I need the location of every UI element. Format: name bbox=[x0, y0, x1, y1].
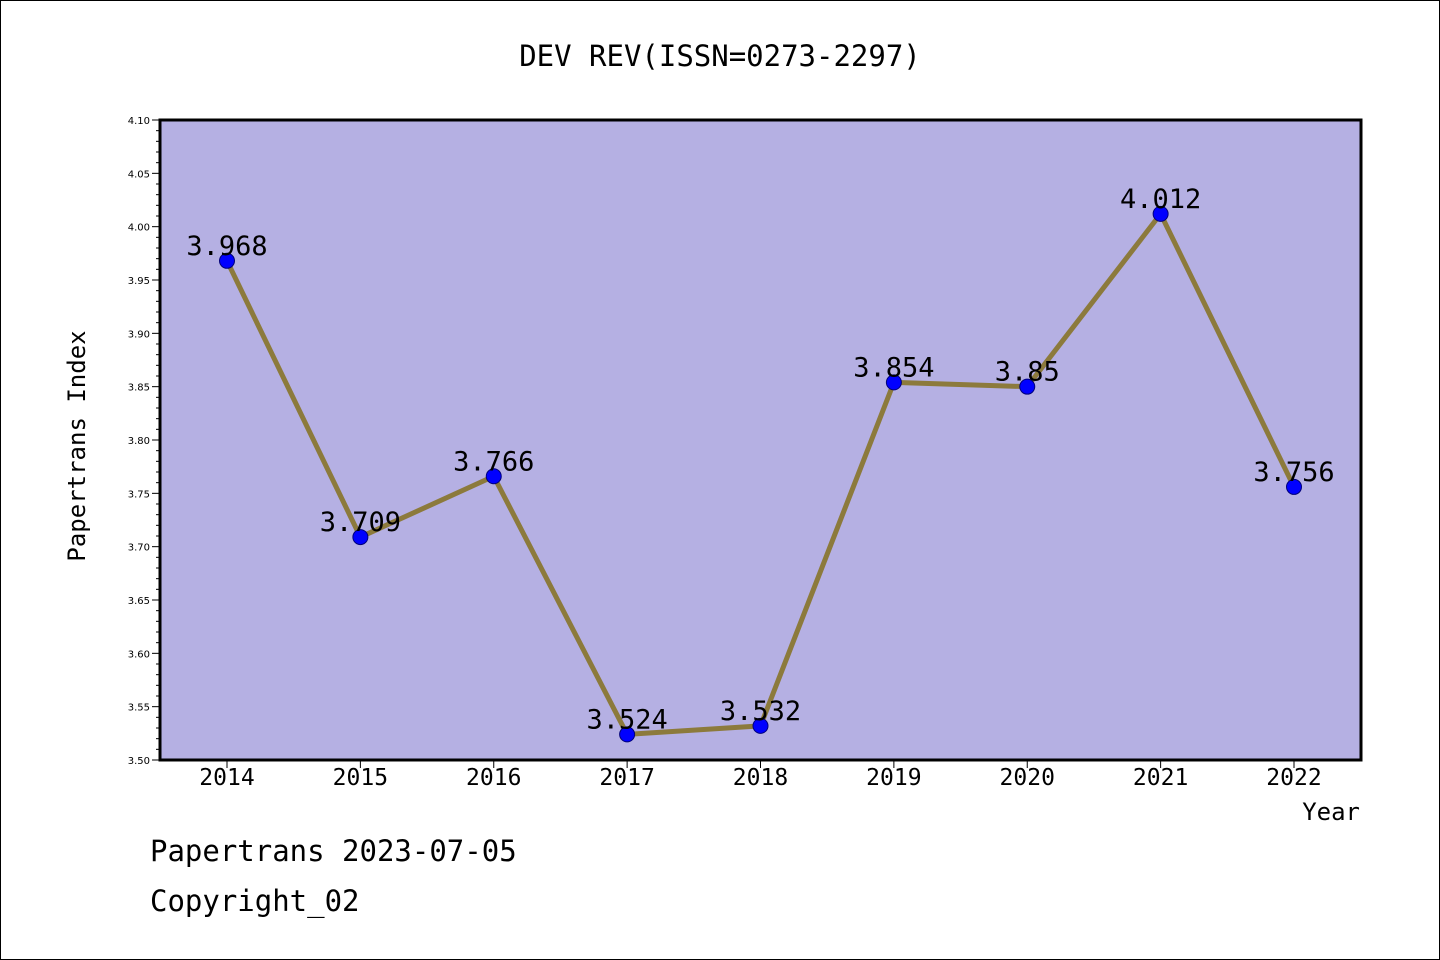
y-tick-label: 4.05 bbox=[128, 169, 150, 180]
x-axis-label: Year bbox=[1302, 798, 1360, 826]
x-tick-label: 2015 bbox=[333, 765, 388, 791]
data-label: 4.012 bbox=[1120, 184, 1201, 215]
x-tick-label: 2016 bbox=[466, 765, 521, 791]
x-tick-label: 2021 bbox=[1133, 765, 1188, 791]
data-point bbox=[752, 717, 769, 734]
data-point bbox=[1152, 205, 1169, 222]
y-tick-label: 3.75 bbox=[128, 489, 150, 500]
x-tick-label: 2022 bbox=[1266, 765, 1321, 791]
data-label: 3.532 bbox=[720, 696, 801, 727]
y-tick-label: 3.90 bbox=[128, 329, 150, 340]
data-label: 3.766 bbox=[453, 446, 534, 477]
y-tick-label: 3.70 bbox=[128, 543, 150, 554]
data-label: 3.709 bbox=[320, 507, 401, 538]
x-tick-label: 2019 bbox=[866, 765, 921, 791]
y-axis: 3.50 3.55 3.60 3.65 3.70 3.75 3.80 3.85 3.90 3.95… bbox=[128, 116, 160, 767]
y-tick-label: 3.85 bbox=[128, 383, 150, 394]
data-label: 3.524 bbox=[586, 704, 667, 735]
y-tick-label: 4.00 bbox=[128, 223, 150, 234]
x-tick-label: 2018 bbox=[733, 765, 788, 791]
data-point bbox=[1286, 478, 1302, 495]
plot-area bbox=[158, 118, 1363, 762]
footer-copyright: Copyright_02 bbox=[150, 884, 360, 918]
chart-title: DEV REV(ISSN=0273-2297) bbox=[519, 39, 921, 73]
y-axis-label: Papertrans Index bbox=[63, 330, 91, 561]
data-point bbox=[219, 252, 235, 269]
y-tick-label: 3.80 bbox=[128, 436, 150, 447]
series-layer: 3.968 3.709 3.766 3.524 3.532 3.854 3.85 4.012 3… bbox=[186, 184, 1335, 743]
x-axis: 2014 2015 2016 2017 2018 2019 2020 2021 2022 bbox=[199, 760, 1322, 791]
data-label: 3.85 bbox=[995, 357, 1060, 388]
y-tick-label: 4.10 bbox=[128, 116, 150, 127]
x-tick-label: 2017 bbox=[599, 765, 654, 791]
data-point bbox=[352, 529, 369, 546]
footer-date: Papertrans 2023-07-05 bbox=[150, 834, 517, 868]
y-tick-label: 3.50 bbox=[128, 756, 150, 767]
data-point bbox=[885, 374, 902, 391]
x-tick-label: 2014 bbox=[199, 765, 254, 791]
y-tick-label: 3.55 bbox=[128, 703, 150, 714]
x-tick-label: 2020 bbox=[1000, 765, 1055, 791]
data-point bbox=[1019, 378, 1036, 395]
data-point bbox=[485, 468, 502, 485]
data-label: 3.756 bbox=[1253, 457, 1334, 488]
data-point bbox=[619, 726, 636, 743]
y-tick-label: 3.60 bbox=[128, 649, 150, 660]
data-label: 3.968 bbox=[186, 231, 267, 262]
y-tick-label: 3.95 bbox=[128, 276, 150, 287]
data-label: 3.854 bbox=[853, 352, 934, 383]
y-tick-label: 3.65 bbox=[128, 596, 150, 607]
